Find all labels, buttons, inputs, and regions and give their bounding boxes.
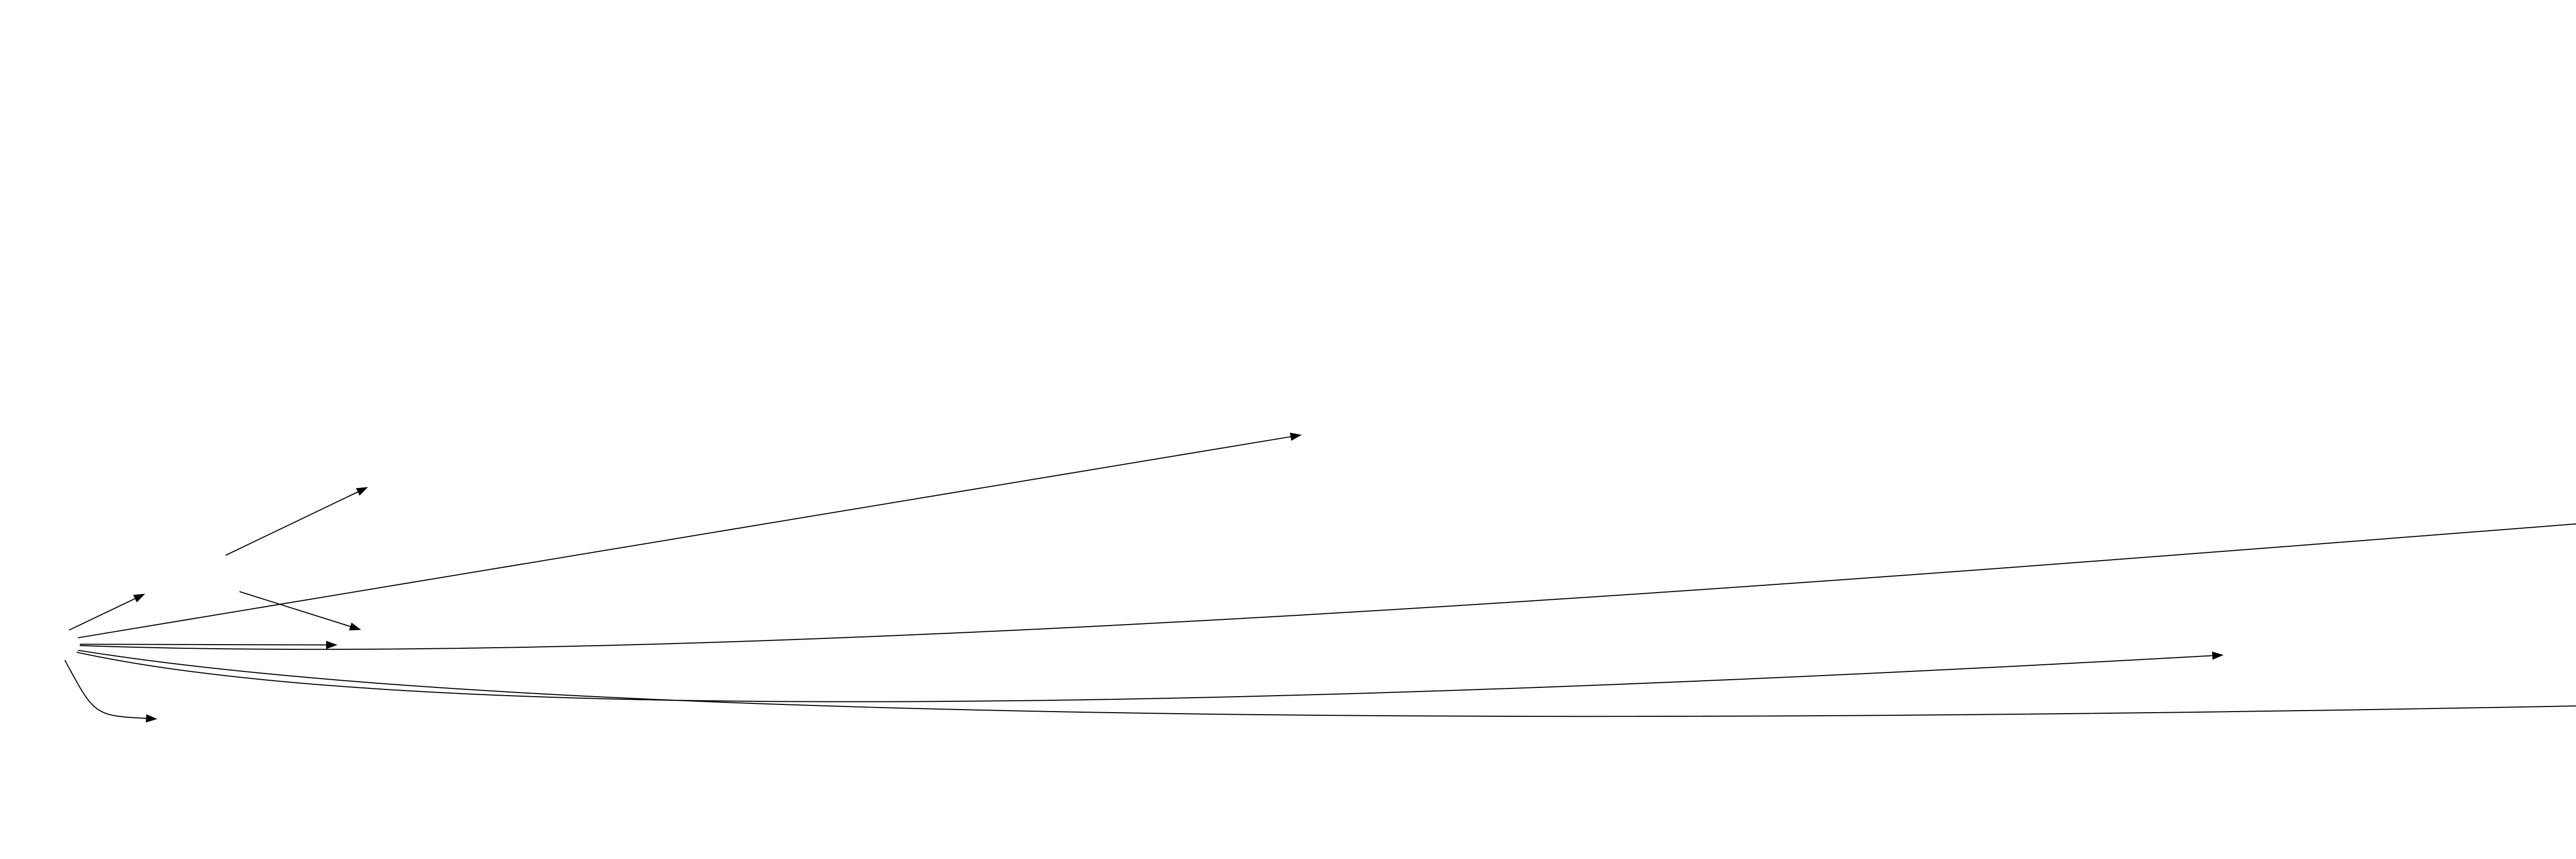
edge-imposm3-osm_shipway_linestring <box>76 651 2214 702</box>
edge-imposm3-osm_highway_linestring-arrowhead <box>133 594 145 602</box>
edge-imposm3-highway_point-arrowhead <box>146 714 158 723</box>
edge-imposm3-osm_railway_linestring <box>78 436 1292 638</box>
edge-osm_highway_linestring-osm_route_member-arrowhead <box>349 622 361 631</box>
edge-imposm3-osm_route_member <box>79 644 328 646</box>
edge-imposm3-osm_highway_polygon <box>78 649 2576 717</box>
edge-osm_highway_linestring-osm_highway_linestring_gen_z11-arrowhead <box>356 487 368 496</box>
edge-imposm3-osm_highway_linestring <box>69 598 137 631</box>
edges-layer <box>64 432 2576 723</box>
edge-imposm3-highway_point <box>64 660 147 719</box>
edge-imposm3-osm_railway_linestring-arrowhead <box>1290 432 1302 441</box>
edge-osm_highway_linestring-osm_route_member <box>239 591 352 628</box>
edge-osm_highway_linestring-osm_highway_linestring_gen_z11 <box>225 491 359 556</box>
edge-imposm3-osm_shipway_linestring-arrowhead <box>2212 651 2224 660</box>
edge-imposm3-osm_aerialway_linestring <box>79 523 2576 650</box>
edge-imposm3-osm_route_member-arrowhead <box>326 641 338 649</box>
